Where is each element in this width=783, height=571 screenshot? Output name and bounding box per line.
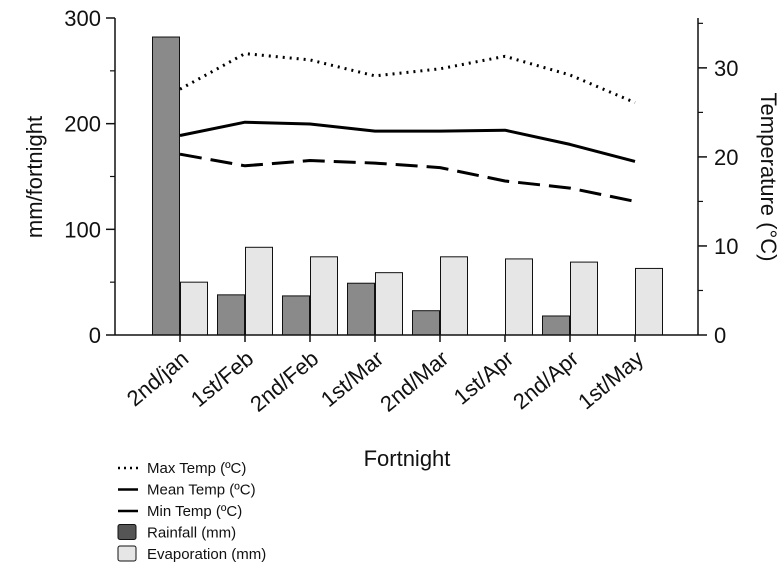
rainfall-bar <box>217 294 245 336</box>
legend-item: Rainfall (mm) <box>117 524 236 542</box>
legend-label: Mean Temp (ºC) <box>147 482 256 499</box>
evaporation-bar <box>310 256 338 336</box>
line-solid <box>179 120 636 163</box>
evaporation-bar <box>245 246 273 336</box>
y-tick-label-right: 20 <box>714 145 738 170</box>
legend-item: Max Temp (ºC) <box>118 460 246 477</box>
rainfall-bar <box>412 310 440 336</box>
y-tick-label-left: 0 <box>89 323 101 348</box>
x-tick-label: 1st/Apr <box>449 346 518 410</box>
line-dashed <box>179 152 636 203</box>
x-tick-label: 2nd/Mar <box>375 346 453 417</box>
evaporation-bar <box>375 272 403 336</box>
x-tick-label: 1st/May <box>573 346 648 415</box>
x-tick-label: 2nd/Feb <box>245 346 323 417</box>
x-tick-label: 2nd/jan <box>122 346 193 412</box>
legend-item: Min Temp (ºC) <box>118 503 242 520</box>
plot-area <box>152 36 663 336</box>
rainfall-bar <box>282 295 310 336</box>
y-tick-label-left: 300 <box>64 6 101 31</box>
rainfall-bar <box>347 282 375 336</box>
evaporation-bar <box>180 281 208 336</box>
legend-label: Rainfall (mm) <box>147 525 236 542</box>
x-axis-title: Fortnight <box>364 446 451 471</box>
y-tick-label-right: 30 <box>714 56 738 81</box>
x-tick-label: 2nd/Apr <box>508 346 583 415</box>
legend-label: Max Temp (ºC) <box>147 460 246 477</box>
evaporation-bar <box>440 256 468 336</box>
evaporation-bar <box>505 258 533 336</box>
x-tick-label: 1st/Feb <box>186 346 258 412</box>
y-axis-title-left: mm/fortnight <box>22 116 47 238</box>
legend-swatch-box <box>117 524 137 540</box>
y-axis-title-right: Temperature (°C) <box>756 93 781 262</box>
y-tick-label-left: 100 <box>64 217 101 242</box>
legend-swatch-box <box>117 545 137 562</box>
evaporation-bar <box>635 267 663 336</box>
x-tick-label: 1st/Mar <box>316 346 388 412</box>
legend-item: Mean Temp (ºC) <box>118 482 256 499</box>
y-tick-label-right: 0 <box>714 323 726 348</box>
legend-label: Min Temp (ºC) <box>147 503 242 520</box>
legend-label: Evaporation (mm) <box>147 546 266 563</box>
legend: Max Temp (ºC) Mean Temp (ºC) Min Temp (ºC)… <box>117 460 266 563</box>
legend-item: Evaporation (mm) <box>117 545 266 563</box>
rainfall-bar <box>152 36 180 336</box>
rainfall-bar <box>542 315 570 336</box>
line-dotted <box>179 52 636 104</box>
y-tick-label-right: 10 <box>714 234 738 259</box>
y-tick-label-left: 200 <box>64 112 101 137</box>
evaporation-bar <box>570 261 598 336</box>
